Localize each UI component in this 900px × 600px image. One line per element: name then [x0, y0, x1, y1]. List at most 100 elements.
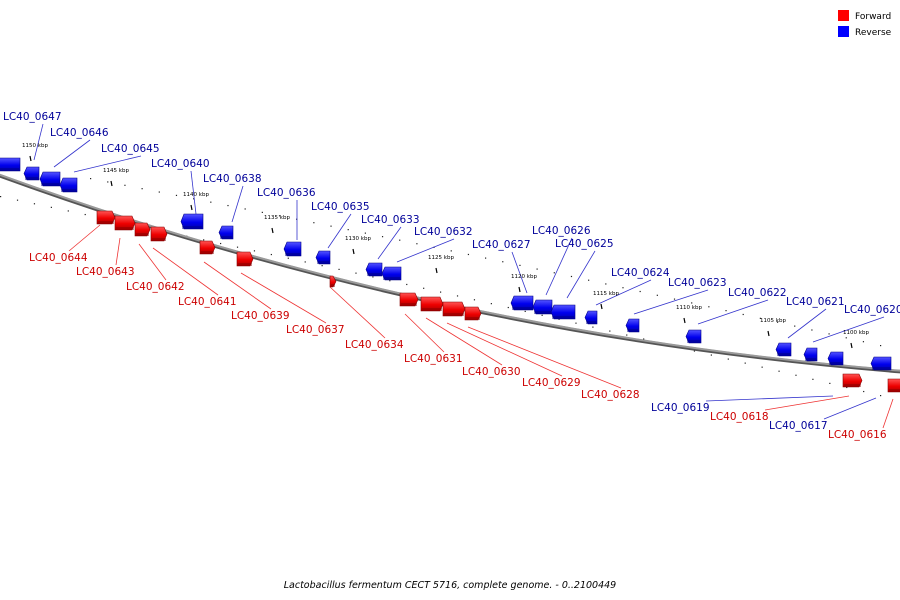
gene-feature-lc40-0628[interactable] — [464, 306, 482, 321]
leader-line — [231, 185, 244, 223]
leader-line — [467, 326, 622, 389]
gene-feature-lc40-0625[interactable] — [550, 304, 576, 320]
gene-feature-lc40-0638[interactable] — [218, 225, 234, 240]
gene-label[interactable]: LC40_0616 — [828, 429, 887, 441]
leader-line — [33, 123, 44, 161]
guide-dot — [236, 246, 239, 248]
gene-feature-lc40-0624[interactable] — [584, 310, 598, 325]
guide-dot — [124, 184, 126, 186]
gene-feature-lc40-0630[interactable] — [420, 296, 444, 312]
gene-label[interactable]: LC40_0622 — [728, 287, 787, 299]
guide-dot — [278, 215, 281, 217]
guide-dot — [541, 314, 543, 316]
gene-label[interactable]: LC40_0626 — [532, 225, 591, 237]
gene-label[interactable]: LC40_0620 — [844, 304, 900, 316]
guide-dot — [381, 236, 384, 238]
guide-dot — [725, 310, 727, 312]
gene-feature-lc40-0623[interactable] — [625, 318, 640, 333]
gene-label[interactable]: LC40_0621 — [786, 296, 845, 308]
leader-line — [377, 226, 402, 260]
leader-line — [53, 139, 91, 168]
gene-label[interactable]: LC40_0628 — [581, 389, 640, 401]
guide-dot — [158, 191, 160, 193]
gene-feature-lc40-0620[interactable] — [870, 356, 892, 371]
gene-label[interactable]: LC40_0617 — [769, 420, 828, 432]
gene-feature-lc40-0620[interactable] — [827, 351, 844, 366]
gene-label[interactable]: LC40_0633 — [361, 214, 420, 226]
guide-dot — [67, 210, 69, 212]
guide-dot — [313, 222, 315, 224]
gene-feature-lc40-0647[interactable] — [0, 157, 21, 172]
gene-label[interactable]: LC40_0629 — [522, 377, 581, 389]
gene-feature-lc40-0627[interactable] — [510, 295, 534, 311]
gene-label[interactable]: LC40_0634 — [345, 339, 404, 351]
gene-label[interactable]: LC40_0623 — [668, 277, 727, 289]
leader-line — [425, 317, 503, 366]
gene-feature-lc40-0641[interactable] — [150, 226, 168, 242]
gene-feature-lc40-0643[interactable] — [114, 215, 136, 231]
gene-label[interactable]: LC40_0635 — [311, 201, 370, 213]
gene-label[interactable]: LC40_0625 — [555, 238, 614, 250]
gene-label[interactable]: LC40_0630 — [462, 366, 521, 378]
guide-dot — [829, 382, 831, 384]
guide-dot — [759, 317, 761, 319]
gene-label[interactable]: LC40_0646 — [50, 127, 109, 139]
guide-dot — [107, 181, 109, 183]
gene-feature-lc40-0618[interactable] — [842, 373, 863, 388]
genome-backbone — [0, 173, 900, 372]
gene-label[interactable]: LC40_0640 — [151, 158, 210, 170]
leader-line — [787, 308, 827, 339]
gene-feature-lc40-0646[interactable] — [23, 166, 40, 181]
gene-feature-lc40-0644[interactable] — [96, 210, 116, 225]
guide-dot — [50, 206, 52, 208]
leader-line — [705, 395, 834, 402]
guide-dot — [639, 290, 641, 293]
gene-label[interactable]: LC40_0643 — [76, 266, 135, 278]
guide-dot — [502, 261, 504, 263]
gene-label[interactable]: LC40_0636 — [257, 187, 316, 199]
gene-label[interactable]: LC40_0619 — [651, 402, 710, 414]
gene-feature-lc40-0635[interactable] — [315, 250, 331, 265]
scale-tick-label: 1150 kbp — [22, 143, 48, 149]
gene-label[interactable]: LC40_0642 — [126, 281, 185, 293]
gene-feature-lc40-0640[interactable] — [180, 213, 204, 230]
gene-feature-lc40-0621[interactable] — [775, 342, 792, 357]
guide-dot — [592, 326, 594, 328]
gene-label[interactable]: LC40_0639 — [231, 310, 290, 322]
gene-feature-lc40-0636[interactable] — [283, 241, 302, 257]
gene-feature-lc40-0637[interactable] — [236, 251, 254, 267]
gene-feature-lc40-0645[interactable] — [59, 177, 78, 193]
gene-feature-lc40-0616[interactable] — [887, 378, 900, 393]
gene-label[interactable]: LC40_0637 — [286, 324, 345, 336]
guide-dot — [812, 378, 814, 380]
gene-label[interactable]: LC40_0631 — [404, 353, 463, 365]
gene-label[interactable]: LC40_0647 — [3, 111, 62, 123]
guide-dot — [622, 287, 624, 289]
gene-feature-lc40-0642[interactable] — [134, 222, 151, 237]
gene-label[interactable]: LC40_0645 — [101, 143, 160, 155]
genome-caption: Lactobacillus fermentum CECT 5716, compl… — [284, 580, 616, 591]
gene-label[interactable]: LC40_0644 — [29, 252, 88, 264]
guide-dot — [406, 283, 408, 286]
gene-label[interactable]: LC40_0624 — [611, 267, 670, 279]
gene-label[interactable]: LC40_0618 — [710, 411, 769, 423]
gene-label[interactable]: LC40_0627 — [472, 239, 531, 251]
gene-feature-lc40-0622[interactable] — [685, 329, 702, 344]
gene-feature-lc40-0631[interactable] — [399, 292, 419, 307]
leader-line — [545, 237, 573, 296]
gene-feature-lc40-0629[interactable] — [442, 301, 466, 317]
gene-label[interactable]: LC40_0638 — [203, 173, 262, 185]
guide-dot — [609, 330, 611, 332]
gene-feature-lc40-0633[interactable] — [365, 262, 383, 277]
gene-feature-lc40-0645[interactable] — [39, 171, 61, 187]
guide-dot — [863, 390, 865, 393]
guide-dot — [0, 196, 2, 198]
gene-feature-lc40-0620[interactable] — [803, 347, 818, 362]
gene-label[interactable]: LC40_0641 — [178, 296, 237, 308]
scale-ticks: 1150 kbp 1145 kbp 1140 kbp 1135 kbp 1130 kbp… — [22, 143, 869, 349]
gene-feature-lc40-0632[interactable] — [381, 266, 402, 281]
gene-label[interactable]: LC40_0632 — [414, 226, 473, 238]
gene-feature-lc40-0634[interactable] — [329, 275, 337, 288]
gene-feature-lc40-0639[interactable] — [199, 240, 216, 255]
gene-feature-lc40-0626[interactable] — [532, 299, 553, 315]
